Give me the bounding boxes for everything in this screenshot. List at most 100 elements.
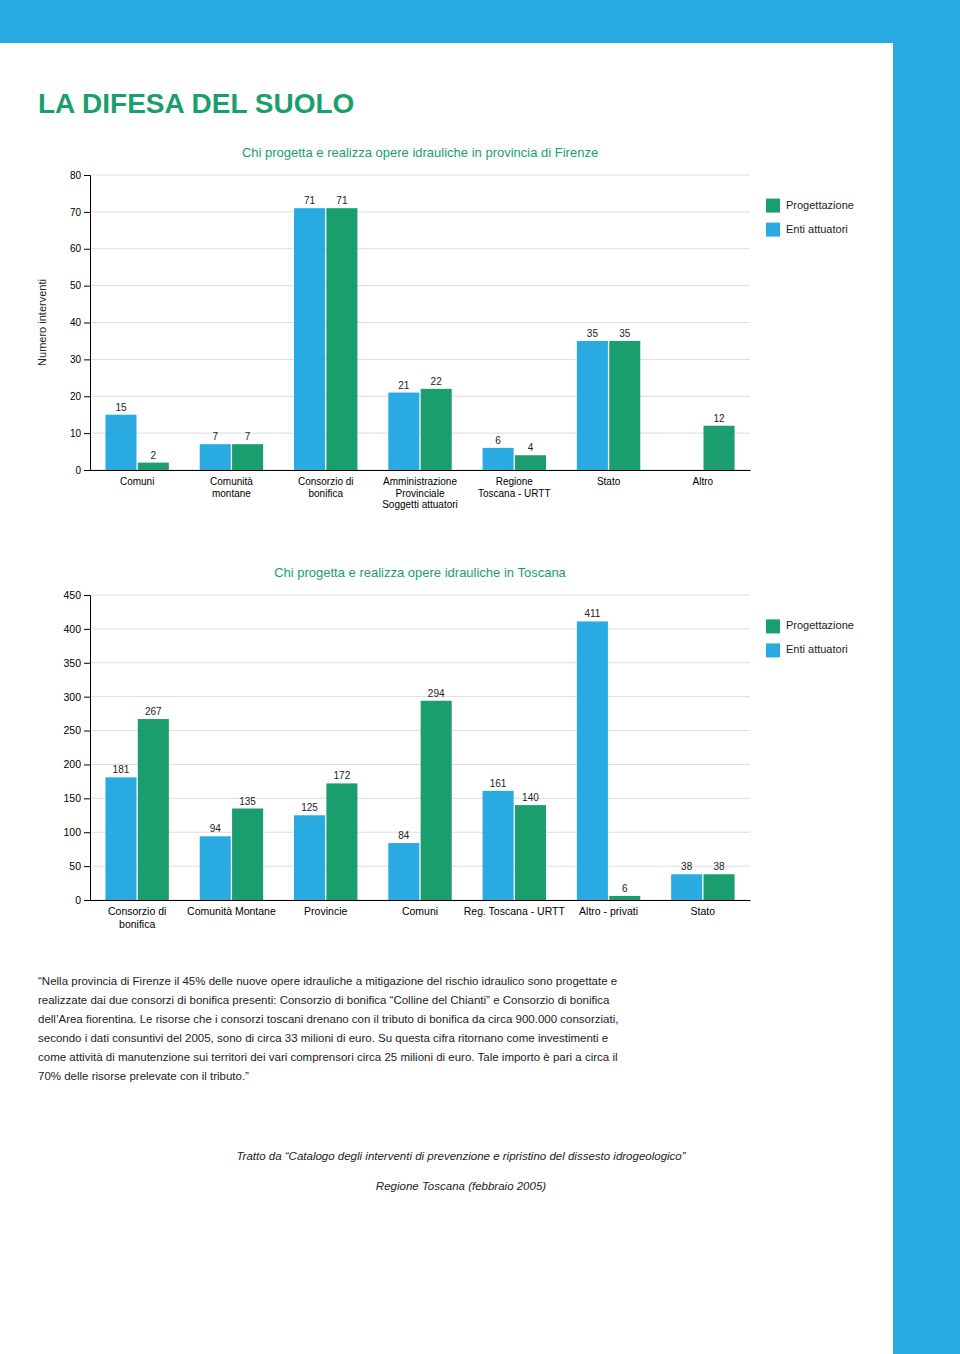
grid-line [90,433,750,434]
grid-line [90,798,750,799]
y-tick-mark [84,798,90,799]
y-tick-label: 80 [70,170,82,181]
x-tick: Altro [693,476,714,487]
y-tick-label: 100 [63,826,81,838]
bar [671,470,702,471]
legend-swatch [766,223,780,237]
page-title: LA DIFESA DEL SUOLO [38,88,354,119]
x-tick: Comunitàmontane [210,476,253,499]
grid-line [90,900,750,901]
data-label: 161 [490,778,507,789]
source-text: Tratto da “Catalogo degli interventi di … [236,1150,686,1192]
x-tick-label-line: Consorzio di [298,476,354,487]
y-axis-line [84,176,91,471]
x-axis: Comuni Comunitàmontane Consorzio dibonific… [91,471,751,511]
x-tick-label-line: Stato [597,476,621,487]
y-tick-mark [84,866,90,867]
y-tick-label: 350 [63,657,81,669]
y-tick: 70 [70,207,90,218]
y-tick-label: 50 [70,280,82,291]
header-bar [0,0,960,43]
grid-line [90,595,750,596]
data-label: 84 [398,830,410,841]
y-tick: 350 [63,657,90,669]
grid-line [90,730,750,731]
legend-label: Enti attuatori [786,223,848,235]
y-tick-mark [84,175,90,176]
x-tick: Comuni [402,905,438,917]
data-label: 71 [336,195,348,206]
bar [294,208,325,470]
grid-line [90,696,750,697]
bar [577,621,608,900]
data-label: 140 [522,792,539,803]
x-tick-label-line: Stato [691,905,716,917]
data-labels: 157712163527712243512 [115,195,725,460]
bars [105,208,734,470]
x-tick: Comuni [120,476,154,487]
x-tick-label-line: Soggetti attuatori [382,499,458,510]
bar [294,815,325,900]
x-tick: AmministrazioneProvincialeSoggetti attua… [382,476,458,510]
bar [515,805,546,900]
x-tick-label: Reg. Toscana - URTT [464,905,566,917]
grid-line [90,248,750,249]
y-tick: 100 [63,826,90,838]
bar [105,415,136,470]
chart: 1819412584161411382671351722941406380501… [63,565,853,930]
bar [138,719,169,900]
x-tick-label: Comuni [120,476,154,487]
y-axis-title: Numero interventi [36,279,48,366]
data-label: 7 [245,431,251,442]
y-tick: 10 [70,428,90,439]
x-tick-label: Altro - privati [579,905,638,917]
chart-title: Chi progetta e realizza opere idrauliche… [242,145,598,160]
x-tick-label: Stato [597,476,621,487]
bar [671,874,702,900]
source-line: Regione Toscana (febbraio 2005) [376,1180,546,1192]
x-tick-label-line: Amministrazione [383,476,457,487]
legend-item: Enti attuatori [766,643,848,657]
y-tick: 30 [70,354,90,365]
bar [138,463,169,470]
legend: Progettazione Enti attuatori [766,199,854,237]
x-axis-line [91,900,751,901]
body-text: “Nella provincia di Firenze il 45% delle… [38,975,618,1082]
y-tick-label: 150 [63,792,81,804]
y-tick-mark [84,832,90,833]
x-tick-label: Provincie [304,905,347,917]
y-tick-mark [84,286,90,287]
x-axis-line [91,470,751,471]
y-tick: 0 [75,894,90,906]
grid-line [90,470,750,471]
grid [90,175,750,470]
x-tick-label: Consorzio dibonifica [298,476,354,499]
y-tick-mark [84,249,90,250]
x-tick: Consorzio dibonifica [108,905,166,929]
x-tick-label-line: Consorzio di [108,905,166,917]
y-axis: 01020304050607080 [70,170,91,476]
data-label: 12 [713,413,725,424]
legend-label: Progettazione [786,619,854,631]
bar [232,444,263,470]
data-label: 7 [212,431,218,442]
y-tick-mark [84,764,90,765]
grid-line [90,396,750,397]
legend-label: Progettazione [786,199,854,211]
y-tick-label: 300 [63,691,81,703]
chart-title: Chi progetta e realizza opere idrauliche… [274,565,566,580]
y-tick-mark [84,900,90,901]
y-tick-label: 10 [70,428,82,439]
bar [483,448,514,470]
y-tick: 250 [63,724,90,736]
bar [421,701,452,900]
y-tick-label: 20 [70,391,82,402]
y-tick-mark [84,470,90,471]
y-tick: 400 [63,623,90,635]
legend-item: Progettazione [766,619,854,633]
y-tick: 50 [69,860,90,872]
x-tick: Comunità Montane [187,905,276,917]
data-label: 294 [428,688,445,699]
x-tick-label-line: Provincie [304,905,347,917]
source-line: Tratto da “Catalogo degli interventi di … [236,1150,686,1162]
